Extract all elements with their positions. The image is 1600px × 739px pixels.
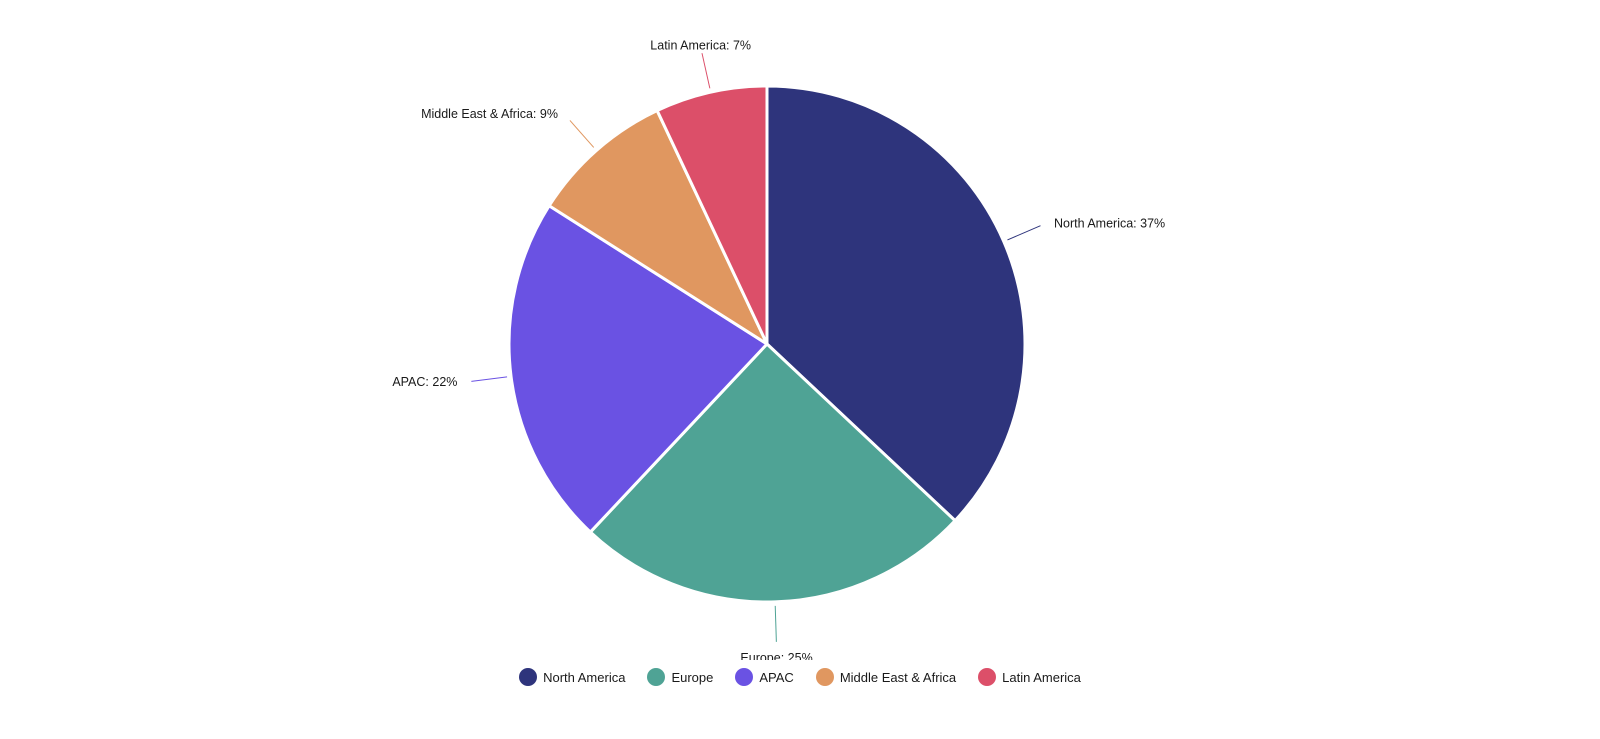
legend-item-apac[interactable]: APAC	[735, 668, 794, 686]
legend-label: Latin America	[1002, 669, 1081, 685]
slice-label-north-america: North America: 37%	[1054, 216, 1165, 230]
leader-line-apac	[471, 376, 508, 382]
legend-item-north-america[interactable]: North America	[519, 668, 625, 686]
legend-swatch-icon	[978, 668, 997, 686]
legend-swatch-icon	[647, 668, 666, 686]
pie-slice-middle-east-and-africa[interactable]	[547, 109, 769, 346]
leader-line-middle-east-and-africa	[569, 120, 595, 148]
legend-label: APAC	[759, 669, 794, 685]
legend-item-middle-east-and-africa[interactable]: Middle East & Africa	[815, 668, 957, 686]
leader-line-latin-america	[701, 53, 711, 89]
pie-chart: North America: 37% Europe: 25% APAC: 22% Mi…	[392, 38, 1165, 660]
legend-swatch-icon	[735, 668, 754, 686]
slice-label-europe: Europe: 25%	[740, 651, 812, 660]
legend-swatch-icon	[815, 668, 834, 686]
pie-slices	[507, 84, 1027, 604]
slice-label-apac: APAC: 22%	[392, 375, 457, 389]
slice-labels: North America: 37% Europe: 25% APAC: 22% Mi…	[392, 38, 1165, 660]
pie-slice-north-america[interactable]	[765, 84, 1027, 523]
legend-item-latin-america[interactable]: Latin America	[978, 668, 1081, 686]
legend-item-europe[interactable]: Europe	[647, 668, 713, 686]
pie-slice-europe[interactable]	[588, 342, 957, 604]
slice-label-latin-america: Latin America: 7%	[650, 38, 751, 52]
leader-lines	[471, 53, 1041, 642]
legend-label: Middle East & Africa	[839, 669, 957, 685]
legend-swatch-icon	[519, 668, 538, 686]
leader-line-north-america	[1007, 225, 1041, 241]
pie-slice-latin-america[interactable]	[655, 84, 769, 346]
pie-slice-apac[interactable]	[507, 204, 769, 534]
leader-line-europe	[774, 605, 777, 642]
legend-label: North America	[543, 669, 626, 685]
legend-label: Europe	[671, 669, 714, 685]
legend: North America Europe APAC Middle East & Afr…	[0, 662, 1600, 692]
slice-label-middle-east-and-africa: Middle East & Africa: 9%	[421, 107, 558, 121]
